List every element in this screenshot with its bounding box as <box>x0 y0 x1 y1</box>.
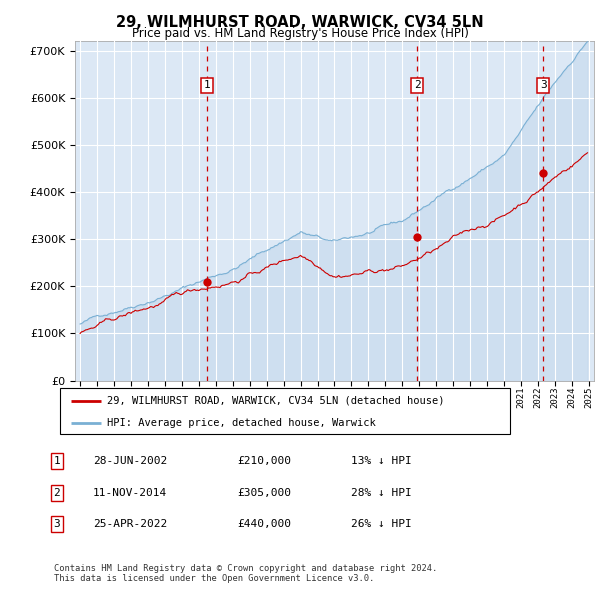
Text: 29, WILMHURST ROAD, WARWICK, CV34 5LN (detached house): 29, WILMHURST ROAD, WARWICK, CV34 5LN (d… <box>107 396 445 406</box>
Text: 3: 3 <box>540 80 547 90</box>
Text: 25-APR-2022: 25-APR-2022 <box>93 519 167 529</box>
Text: 29, WILMHURST ROAD, WARWICK, CV34 5LN: 29, WILMHURST ROAD, WARWICK, CV34 5LN <box>116 15 484 30</box>
Text: £440,000: £440,000 <box>237 519 291 529</box>
Text: Price paid vs. HM Land Registry's House Price Index (HPI): Price paid vs. HM Land Registry's House … <box>131 27 469 40</box>
Text: 13% ↓ HPI: 13% ↓ HPI <box>351 457 412 466</box>
Text: 28-JUN-2002: 28-JUN-2002 <box>93 457 167 466</box>
Text: 26% ↓ HPI: 26% ↓ HPI <box>351 519 412 529</box>
Text: 2: 2 <box>414 80 421 90</box>
Text: 11-NOV-2014: 11-NOV-2014 <box>93 488 167 497</box>
Text: 2: 2 <box>53 488 61 497</box>
Text: 28% ↓ HPI: 28% ↓ HPI <box>351 488 412 497</box>
Text: 1: 1 <box>204 80 211 90</box>
Text: £210,000: £210,000 <box>237 457 291 466</box>
Text: 3: 3 <box>53 519 61 529</box>
Text: Contains HM Land Registry data © Crown copyright and database right 2024.
This d: Contains HM Land Registry data © Crown c… <box>54 563 437 583</box>
Text: £305,000: £305,000 <box>237 488 291 497</box>
Text: HPI: Average price, detached house, Warwick: HPI: Average price, detached house, Warw… <box>107 418 376 428</box>
Text: 1: 1 <box>53 457 61 466</box>
